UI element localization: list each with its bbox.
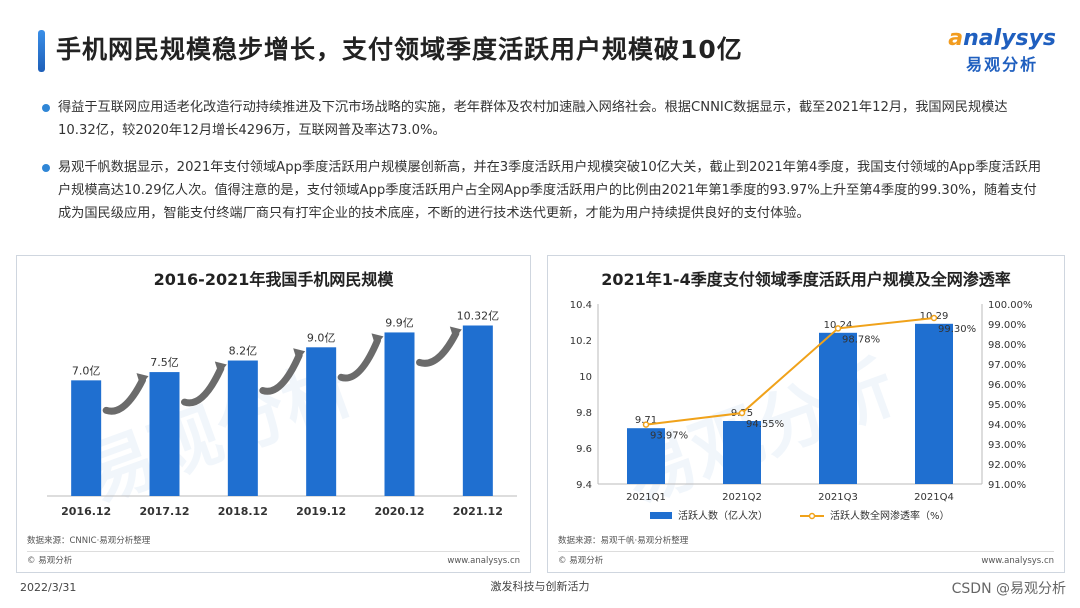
- x-tick-label: 2021Q3: [818, 492, 858, 503]
- legend-bar-swatch: [650, 512, 672, 519]
- bar: [71, 380, 102, 496]
- right-y-tick-label: 93.00%: [988, 440, 1026, 451]
- left-url: www.analysys.cn: [447, 556, 520, 566]
- right-y-tick-label: 91.00%: [988, 480, 1026, 491]
- line-point: [738, 409, 746, 417]
- penetration-line: [645, 317, 935, 426]
- right-chart-title: 2021年1-4季度支付领域季度活跃用户规模及全网渗透率: [601, 270, 1011, 289]
- legend-line-marker: [808, 512, 816, 520]
- line-point: [930, 314, 938, 322]
- line-point: [642, 421, 650, 428]
- data-label: 7.0亿: [72, 364, 101, 377]
- title-accent-bar: [38, 30, 45, 72]
- right-y-tick-label: 94.00%: [988, 420, 1026, 431]
- growth-arrow-head-icon: [214, 361, 227, 375]
- growth-arrow-head-icon: [293, 348, 306, 362]
- left-y-tick-label: 9.4: [576, 480, 592, 491]
- line-data-label: 94.55%: [746, 419, 784, 430]
- bar: [306, 347, 337, 496]
- growth-arrow-icon: [181, 365, 225, 407]
- bar: [462, 325, 493, 496]
- right-y-tick-label: 98.00%: [988, 340, 1026, 351]
- x-tick-label: 2020.12: [374, 505, 424, 518]
- paragraph-1-text: 得益于互联网应用适老化改造行动持续推进及下沉市场战略的实施，老年群体及农村加速融…: [58, 100, 1008, 138]
- x-tick-label: 2021Q1: [626, 492, 666, 503]
- x-tick-label: 2018.12: [218, 505, 268, 518]
- footer-date: 2022/3/31: [20, 581, 77, 594]
- data-label: 8.2亿: [229, 345, 257, 358]
- growth-arrow-head-icon: [371, 333, 384, 347]
- left-y-tick-label: 9.6: [576, 444, 592, 455]
- data-label: 7.5亿: [150, 356, 179, 369]
- left-y-tick-label: 9.8: [576, 408, 592, 419]
- legend-bar-label: 活跃人数（亿人次）: [678, 509, 768, 522]
- growth-arrow-head-icon: [136, 373, 149, 387]
- right-panel-divider: [558, 551, 1054, 552]
- right-chart-svg: 9.4 9.6 9.8 10 10.2 10.4 91.00% 92.00% 93.00% 94.…: [570, 300, 1033, 522]
- bullet-dot-icon: [42, 164, 50, 172]
- left-chart-svg: 7.0亿 2016.12 7.5亿 2017.12 8.2亿 2018.12 9.0亿 201…: [47, 309, 517, 518]
- legend-line-label: 活跃人数全网渗透率（%）: [830, 509, 950, 522]
- x-tick-label: 2019.12: [296, 505, 346, 518]
- right-y-tick-label: 92.00%: [988, 460, 1026, 471]
- logo-en-rest: nalysys: [963, 26, 1056, 51]
- analysys-logo: analysys 易观分析: [948, 26, 1056, 75]
- x-tick-label: 2016.12: [61, 505, 111, 518]
- data-label: 9.9亿: [385, 316, 414, 329]
- data-label: 9.0亿: [307, 331, 336, 344]
- x-tick-label: 2021Q4: [914, 492, 954, 503]
- bullet-dot-icon: [42, 104, 50, 112]
- bar: [819, 332, 857, 484]
- paragraph-1: 得益于互联网应用适老化改造行动持续推进及下沉市场战略的实施，老年群体及农村加速融…: [42, 96, 1043, 142]
- footer-slogan: 激发科技与创新活力: [490, 580, 590, 593]
- paragraph-2: 易观千帆数据显示，2021年支付领域App季度活跃用户规模屡创新高，并在3季度活…: [42, 156, 1043, 225]
- left-chart-title: 2016-2021年我国手机网民规模: [153, 270, 394, 289]
- right-y-tick-label: 99.00%: [988, 320, 1026, 331]
- right-y-tick-label: 96.00%: [988, 380, 1026, 391]
- x-tick-label: 2021.12: [453, 505, 503, 518]
- bar: [227, 360, 258, 496]
- left-panel-divider: [27, 551, 520, 552]
- paragraph-2-text: 易观千帆数据显示，2021年支付领域App季度活跃用户规模屡创新高，并在3季度活…: [58, 160, 1042, 221]
- bar: [915, 323, 953, 484]
- bar: [149, 372, 180, 496]
- right-y-tick-label: 95.00%: [988, 400, 1026, 411]
- x-tick-label: 2017.12: [139, 505, 189, 518]
- bar-data-label: 9.71: [635, 415, 657, 426]
- right-copyright: © 易观分析: [558, 556, 604, 566]
- bar: [723, 421, 761, 484]
- left-chart-source: 数据来源：CNNIC·易观分析整理: [27, 536, 151, 546]
- left-copyright: © 易观分析: [27, 556, 73, 566]
- bar: [384, 332, 415, 496]
- line-data-label: 99.30%: [938, 324, 976, 335]
- csdn-watermark: CSDN @易观分析: [951, 581, 1066, 597]
- left-y-tick-label: 10: [579, 372, 592, 383]
- page-title: 手机网民规模稳步增长，支付领域季度活跃用户规模破10亿: [56, 35, 743, 64]
- left-y-tick-label: 10.4: [570, 300, 592, 311]
- growth-arrow-icon: [259, 351, 303, 395]
- right-y-tick-label: 100.00%: [988, 300, 1033, 311]
- growth-arrow-head-icon: [449, 326, 462, 340]
- logo-en-a: a: [948, 26, 964, 51]
- right-chart-panel: 易观分析 2021年1-4季度支付领域季度活跃用户规模及全网渗透率 9.49.6…: [547, 255, 1065, 573]
- left-chart-panel: 易观分析 2016-2021年我国手机网民规模 7.0亿 2016.12 7.5亿 2…: [16, 255, 531, 573]
- line-data-label: 93.97%: [650, 431, 688, 442]
- line-data-label: 98.78%: [842, 334, 880, 345]
- data-label: 10.32亿: [457, 309, 500, 322]
- left-y-tick-label: 10.2: [570, 336, 592, 347]
- growth-arrow-icon: [416, 329, 460, 367]
- bar: [627, 428, 665, 484]
- growth-arrow-icon: [337, 336, 381, 382]
- line-point: [834, 325, 842, 332]
- logo-cn: 易观分析: [966, 55, 1039, 74]
- growth-arrow-icon: [102, 376, 146, 415]
- right-chart-source: 数据来源：易观千帆·易观分析整理: [558, 536, 689, 546]
- right-y-tick-label: 97.00%: [988, 360, 1026, 371]
- right-url: www.analysys.cn: [981, 556, 1054, 566]
- x-tick-label: 2021Q2: [722, 492, 762, 503]
